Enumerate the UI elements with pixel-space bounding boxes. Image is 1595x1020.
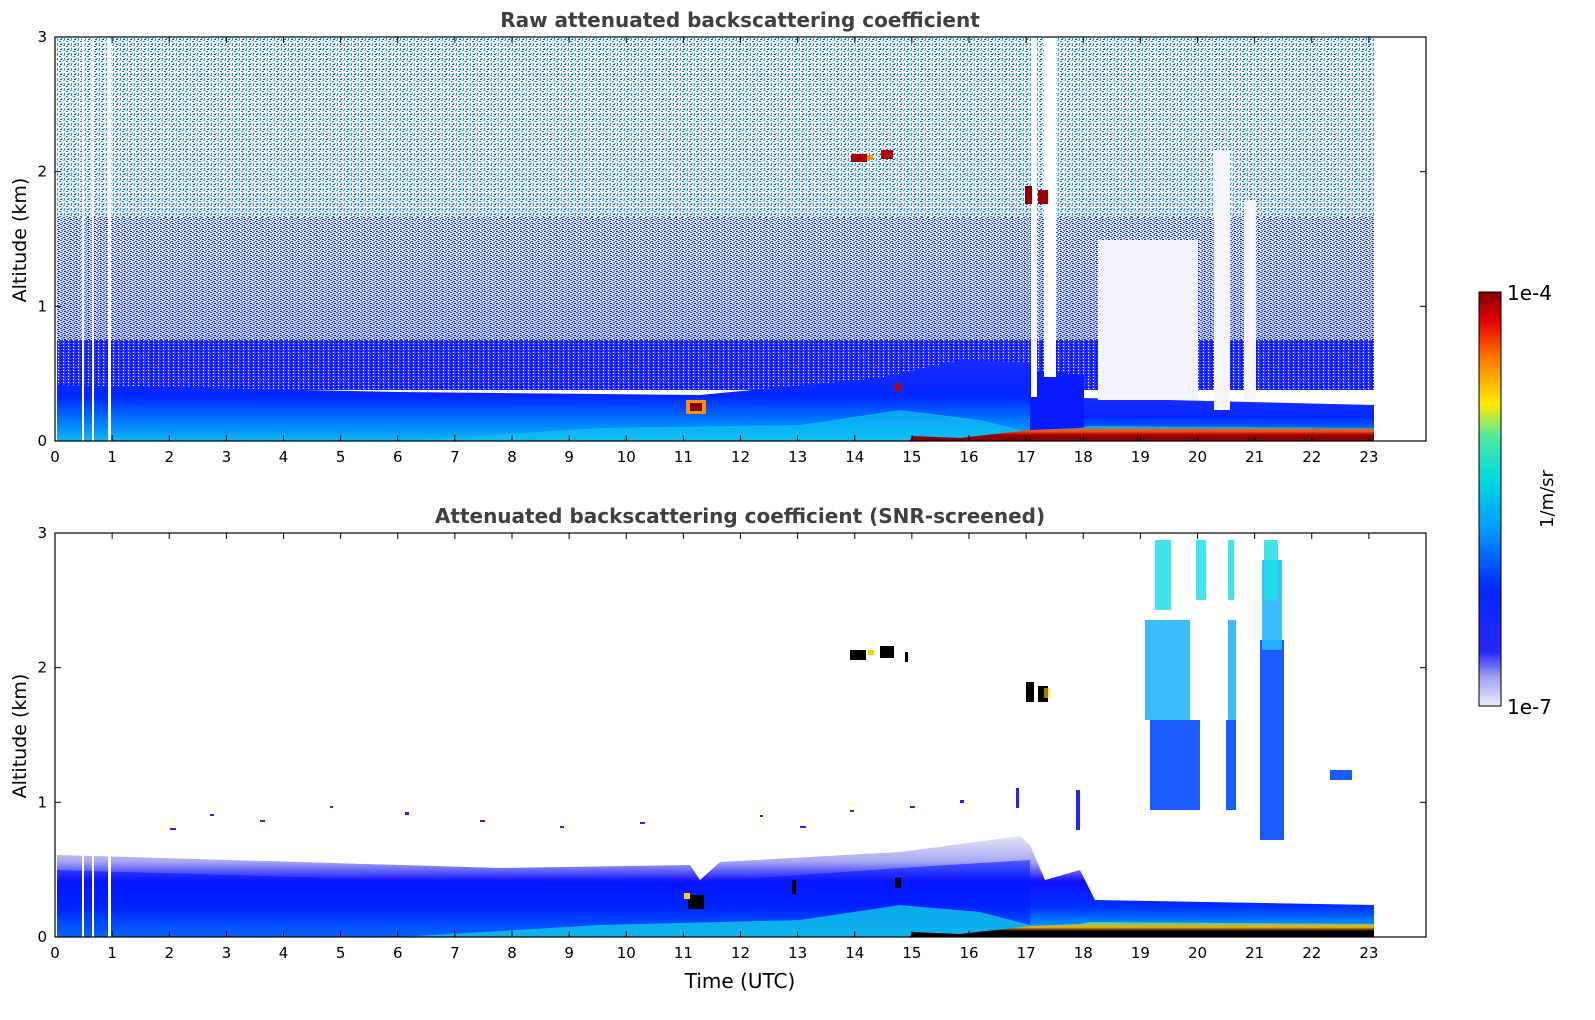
colorbar-unit-label: 1/m/sr [1537, 469, 1558, 527]
x-tick-label: 17 [1017, 944, 1036, 962]
x-tick-label: 5 [336, 448, 346, 466]
x-tick-label: 10 [617, 448, 636, 466]
x-tick-label: 9 [564, 944, 574, 962]
y-tick-label: 2 [37, 659, 47, 677]
y-tick-label: 0 [37, 432, 47, 450]
x-tick-label: 15 [902, 448, 921, 466]
y-tick-label: 0 [37, 928, 47, 946]
y-tick-label: 3 [37, 28, 47, 46]
x-tick-label: 4 [279, 448, 289, 466]
x-tick-label: 12 [731, 448, 750, 466]
y-tick-label: 3 [37, 524, 47, 542]
x-tick-label: 21 [1245, 448, 1264, 466]
x-tick-label: 7 [450, 944, 460, 962]
x-tick-label: 20 [1188, 944, 1207, 962]
snr-y-axis-label: Altitude (km) [9, 674, 31, 799]
x-tick-label: 9 [564, 448, 574, 466]
raw-y-axis: 0 1 2 3 [37, 28, 1426, 450]
x-tick-label: 2 [164, 944, 174, 962]
colorbar-max-label: 1e-4 [1507, 281, 1552, 305]
x-tick-label: 18 [1074, 448, 1093, 466]
x-tick-label: 10 [617, 944, 636, 962]
x-tick-label: 13 [788, 944, 807, 962]
x-tick-label: 22 [1302, 944, 1321, 962]
x-tick-label: 12 [731, 944, 750, 962]
snr-y-axis: 0 1 2 3 [37, 524, 1426, 946]
x-tick-label: 21 [1245, 944, 1264, 962]
raw-backscatter-panel: Raw attenuated backscattering coefficien… [9, 8, 1427, 466]
x-tick-label: 13 [788, 448, 807, 466]
x-tick-label: 11 [674, 448, 693, 466]
x-tick-label: 23 [1359, 944, 1378, 962]
x-tick-label: 16 [959, 944, 978, 962]
colorbar-gradient [1478, 291, 1502, 707]
y-tick-label: 2 [37, 163, 47, 181]
snr-screened-panel: Attenuated backscattering coefficient (S… [9, 504, 1427, 993]
x-tick-label: 6 [393, 944, 403, 962]
colorbar: 1e-4 1e-7 1/m/sr [1478, 281, 1558, 719]
panel-title-raw: Raw attenuated backscattering coefficien… [500, 8, 980, 32]
x-tick-label: 14 [845, 944, 864, 962]
panel-title-snr: Attenuated backscattering coefficient (S… [435, 504, 1045, 528]
x-tick-label: 19 [1131, 944, 1150, 962]
x-tick-label: 15 [902, 944, 921, 962]
x-tick-label: 8 [507, 944, 517, 962]
x-tick-label: 6 [393, 448, 403, 466]
x-axis-label: Time (UTC) [684, 969, 796, 993]
x-tick-label: 4 [279, 944, 289, 962]
x-tick-label: 3 [222, 944, 232, 962]
raw-y-axis-label: Altitude (km) [9, 178, 31, 303]
colorbar-min-label: 1e-7 [1507, 695, 1552, 719]
x-tick-label: 18 [1074, 944, 1093, 962]
x-tick-label: 1 [107, 944, 117, 962]
x-tick-label: 14 [845, 448, 864, 466]
x-tick-label: 5 [336, 944, 346, 962]
y-tick-label: 1 [37, 297, 47, 315]
snr-x-axis: 0 1 2 3 4 5 6 7 8 9 10 11 12 13 14 15 16 17 18 19 20 21 22 23 [50, 533, 1378, 962]
x-tick-label: 19 [1131, 448, 1150, 466]
x-tick-label: 8 [507, 448, 517, 466]
x-tick-label: 23 [1359, 448, 1378, 466]
x-tick-label: 16 [959, 448, 978, 466]
x-tick-label: 17 [1017, 448, 1036, 466]
raw-x-axis: 0 1 2 3 4 5 6 7 8 9 10 11 12 13 14 15 16 17 18 19 20 21 22 23 [50, 37, 1378, 466]
raw-heatmap-image [57, 37, 1426, 441]
snr-heatmap-image [55, 533, 1426, 937]
x-tick-label: 0 [50, 944, 60, 962]
x-tick-label: 22 [1302, 448, 1321, 466]
x-tick-label: 20 [1188, 448, 1207, 466]
x-tick-label: 11 [674, 944, 693, 962]
x-tick-label: 2 [164, 448, 174, 466]
y-tick-label: 1 [37, 793, 47, 811]
x-tick-label: 1 [107, 448, 117, 466]
x-tick-label: 3 [222, 448, 232, 466]
x-tick-label: 0 [50, 448, 60, 466]
x-tick-label: 7 [450, 448, 460, 466]
